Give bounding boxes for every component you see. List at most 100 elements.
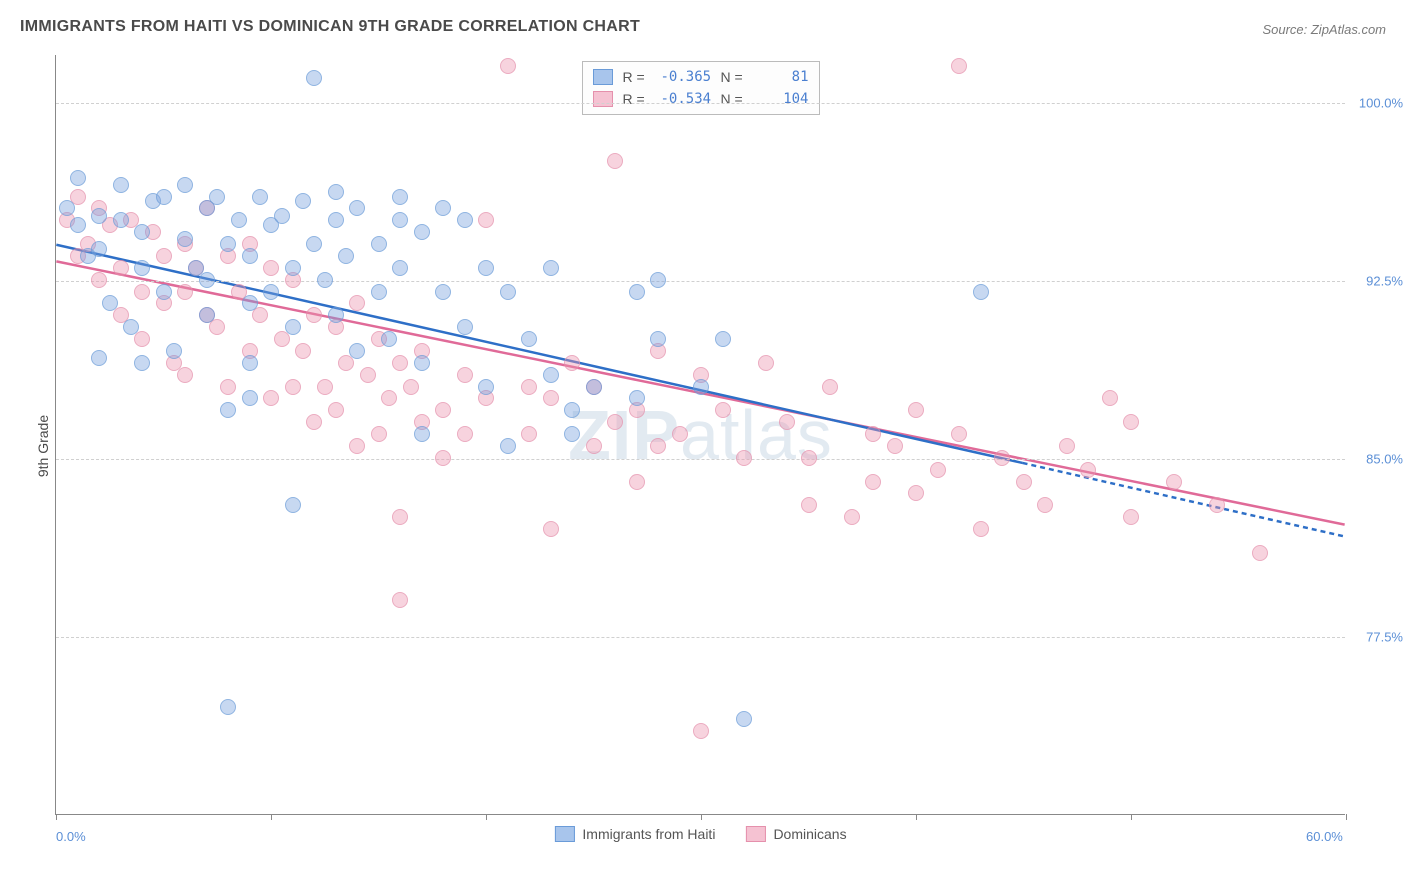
legend-row-haiti: R = -0.365 N = 81	[593, 66, 809, 88]
data-point-dominican	[930, 462, 946, 478]
data-point-dominican	[328, 402, 344, 418]
data-point-haiti	[973, 284, 989, 300]
data-point-dominican	[1016, 474, 1032, 490]
data-point-haiti	[414, 355, 430, 371]
x-tick	[916, 814, 917, 820]
data-point-dominican	[908, 402, 924, 418]
data-point-haiti	[650, 272, 666, 288]
data-point-haiti	[564, 402, 580, 418]
data-point-haiti	[134, 224, 150, 240]
dominican-swatch-icon	[745, 826, 765, 842]
data-point-dominican	[629, 474, 645, 490]
data-point-haiti	[91, 350, 107, 366]
gridline-h	[56, 459, 1345, 460]
data-point-dominican	[392, 592, 408, 608]
data-point-dominican	[209, 319, 225, 335]
haiti-series-label: Immigrants from Haiti	[582, 826, 715, 842]
data-point-haiti	[306, 236, 322, 252]
data-point-haiti	[381, 331, 397, 347]
data-point-haiti	[242, 390, 258, 406]
r-label: R =	[623, 91, 651, 107]
data-point-haiti	[500, 284, 516, 300]
data-point-haiti	[371, 284, 387, 300]
data-point-dominican	[543, 390, 559, 406]
data-point-dominican	[801, 497, 817, 513]
data-point-dominican	[758, 355, 774, 371]
data-point-haiti	[650, 331, 666, 347]
data-point-dominican	[392, 509, 408, 525]
dominican-series-label: Dominicans	[773, 826, 846, 842]
data-point-dominican	[177, 284, 193, 300]
data-point-haiti	[629, 390, 645, 406]
data-point-dominican	[607, 414, 623, 430]
chart-title: IMMIGRANTS FROM HAITI VS DOMINICAN 9TH G…	[20, 18, 640, 36]
data-point-dominican	[865, 474, 881, 490]
data-point-haiti	[414, 224, 430, 240]
data-point-haiti	[543, 367, 559, 383]
x-tick	[271, 814, 272, 820]
data-point-dominican	[349, 295, 365, 311]
haiti-r-value: -0.365	[661, 69, 711, 85]
data-point-dominican	[306, 414, 322, 430]
data-point-haiti	[166, 343, 182, 359]
data-point-dominican	[543, 521, 559, 537]
data-point-dominican	[672, 426, 688, 442]
data-point-haiti	[285, 260, 301, 276]
data-point-dominican	[736, 450, 752, 466]
legend-row-dominican: R = -0.534 N = 104	[593, 88, 809, 110]
watermark: ZIPatlas	[568, 395, 833, 475]
data-point-dominican	[220, 379, 236, 395]
data-point-dominican	[693, 723, 709, 739]
data-point-haiti	[338, 248, 354, 264]
data-point-dominican	[564, 355, 580, 371]
data-point-haiti	[349, 200, 365, 216]
data-point-haiti	[285, 319, 301, 335]
data-point-haiti	[521, 331, 537, 347]
data-point-dominican	[306, 307, 322, 323]
data-point-haiti	[306, 70, 322, 86]
data-point-haiti	[586, 379, 602, 395]
gridline-h	[56, 637, 1345, 638]
data-point-dominican	[156, 248, 172, 264]
data-point-dominican	[360, 367, 376, 383]
data-point-haiti	[113, 212, 129, 228]
data-point-dominican	[435, 450, 451, 466]
dominican-swatch	[593, 91, 613, 107]
data-point-haiti	[220, 402, 236, 418]
haiti-n-value: 81	[759, 69, 809, 85]
data-point-dominican	[1209, 497, 1225, 513]
dominican-n-value: 104	[759, 91, 809, 107]
dominican-r-value: -0.534	[661, 91, 711, 107]
data-point-haiti	[478, 379, 494, 395]
x-tick	[701, 814, 702, 820]
data-point-dominican	[779, 414, 795, 430]
data-point-haiti	[392, 189, 408, 205]
data-point-dominican	[1166, 474, 1182, 490]
data-point-dominican	[1059, 438, 1075, 454]
data-point-haiti	[392, 260, 408, 276]
data-point-dominican	[586, 438, 602, 454]
haiti-swatch	[593, 69, 613, 85]
x-tick-label: 60.0%	[1306, 829, 1343, 844]
data-point-haiti	[629, 284, 645, 300]
data-point-dominican	[1037, 497, 1053, 513]
x-tick	[56, 814, 57, 820]
data-point-haiti	[91, 241, 107, 257]
data-point-haiti	[220, 699, 236, 715]
data-point-haiti	[328, 212, 344, 228]
data-point-haiti	[252, 189, 268, 205]
gridline-h	[56, 281, 1345, 282]
x-tick	[486, 814, 487, 820]
data-point-haiti	[328, 184, 344, 200]
haiti-swatch-icon	[554, 826, 574, 842]
data-point-haiti	[91, 208, 107, 224]
data-point-haiti	[317, 272, 333, 288]
data-point-haiti	[371, 236, 387, 252]
data-point-haiti	[295, 193, 311, 209]
data-point-dominican	[887, 438, 903, 454]
gridline-h	[56, 103, 1345, 104]
y-axis-label: 9th Grade	[35, 415, 51, 477]
data-point-dominican	[317, 379, 333, 395]
data-point-dominican	[1080, 462, 1096, 478]
x-tick	[1131, 814, 1132, 820]
